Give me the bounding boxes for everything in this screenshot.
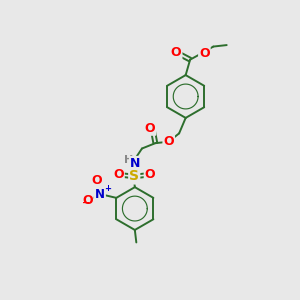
Text: O: O: [199, 46, 210, 60]
Text: O: O: [171, 46, 182, 59]
Text: O: O: [145, 168, 155, 181]
Text: O: O: [145, 122, 155, 135]
Text: −: −: [82, 198, 90, 208]
Text: N: N: [130, 157, 140, 170]
Text: S: S: [129, 169, 139, 184]
Text: H: H: [124, 155, 133, 165]
Text: O: O: [82, 194, 93, 207]
Text: O: O: [92, 174, 102, 187]
Text: +: +: [104, 184, 111, 193]
Text: N: N: [95, 188, 105, 201]
Text: O: O: [164, 135, 174, 148]
Text: O: O: [113, 168, 124, 181]
